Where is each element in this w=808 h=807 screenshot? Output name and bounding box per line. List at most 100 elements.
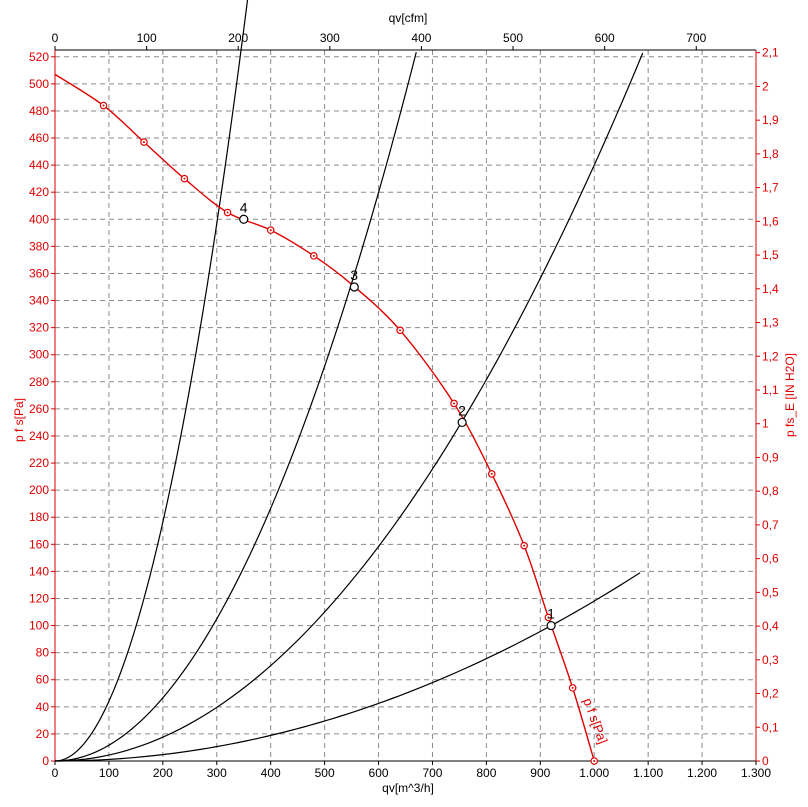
operating-point-label: 4: [240, 199, 248, 215]
bottom-tick-label: 500: [315, 766, 335, 780]
fan-curve-marker-dot: [183, 177, 186, 180]
top-tick-label: 200: [228, 31, 248, 45]
left-tick-label: 480: [29, 104, 49, 118]
top-tick-label: 600: [595, 31, 615, 45]
left-tick-label: 40: [36, 700, 50, 714]
left-tick-label: 360: [29, 266, 49, 280]
top-tick-label: 500: [503, 31, 523, 45]
right-tick-label: 0,6: [762, 552, 779, 566]
left-tick-label: 240: [29, 429, 49, 443]
operating-point-label: 1: [547, 606, 555, 622]
top-tick-label: 300: [320, 31, 340, 45]
right-tick-label: 0: [762, 754, 769, 768]
right-tick-label: 1,6: [762, 214, 779, 228]
right-tick-label: 1,9: [762, 113, 779, 127]
right-tick-label: 1,3: [762, 316, 779, 330]
left-tick-label: 20: [36, 727, 50, 741]
bottom-axis-ticks: 0 100 200 300 400 500 600 700 800 900 1.000 1.100 1.…: [52, 761, 771, 780]
fan-curve-line: [54, 73, 595, 762]
bottom-tick-label: 900: [530, 766, 550, 780]
fan-curve-marker-dot: [142, 141, 145, 144]
left-tick-label: 200: [29, 483, 49, 497]
right-tick-label: 1,7: [762, 181, 779, 195]
right-tick-label: 0,4: [762, 619, 779, 633]
right-tick-label: 1: [762, 417, 769, 431]
left-tick-label: 220: [29, 456, 49, 470]
right-tick-label: 0,8: [762, 484, 779, 498]
bottom-tick-label: 600: [369, 766, 389, 780]
right-tick-label: 1,1: [762, 383, 779, 397]
operating-point-label: 3: [350, 267, 358, 283]
system-curve-3: [54, 52, 644, 762]
left-tick-label: 500: [29, 77, 49, 91]
left-tick-label: 180: [29, 510, 49, 524]
left-tick-label: 340: [29, 294, 49, 308]
left-axis-ticks: 0 20 40 60 80 100 120 140 160 180 200 220 240 260 280 3…: [29, 50, 55, 768]
fan-curve-label: p f s[Pa]: [580, 696, 610, 746]
right-tick-label: 0,2: [762, 687, 779, 701]
operating-point-1: [546, 620, 556, 631]
left-tick-label: 520: [29, 50, 49, 64]
fan-curve: [54, 73, 599, 765]
right-axis-ticks: 0 0,1 0,2 0,3 0,4 0,5 0,6 0,7 0,8 0,9 1 1,1 1,2 1,3 1,…: [756, 46, 779, 768]
fan-curve-marker-dot: [226, 211, 229, 214]
plot-frame: [54, 49, 757, 762]
left-tick-label: 420: [29, 185, 49, 199]
fan-curve-marker-dot: [571, 686, 574, 689]
fan-curve-marker-dot: [490, 472, 493, 475]
fan-curve-marker-dot: [453, 402, 456, 405]
left-tick-label: 280: [29, 375, 49, 389]
bottom-tick-label: 200: [153, 766, 173, 780]
bottom-tick-label: 1.100: [633, 766, 663, 780]
top-axis-title: qv[cfm]: [389, 11, 428, 25]
right-tick-label: 0,5: [762, 585, 779, 599]
right-tick-label: 1,2: [762, 349, 779, 363]
left-tick-label: 460: [29, 131, 49, 145]
top-tick-label: 100: [137, 31, 157, 45]
operating-point-4: [239, 214, 249, 224]
left-tick-label: 80: [36, 646, 50, 660]
operating-points: 1 2 3 4: [239, 199, 556, 631]
bottom-tick-label: 700: [422, 766, 442, 780]
system-curve-2: [54, 51, 417, 762]
right-tick-label: 2: [762, 79, 769, 93]
operating-point-label: 2: [458, 402, 466, 418]
left-tick-label: 260: [29, 402, 49, 416]
operating-point-3: [349, 282, 359, 292]
left-tick-label: 140: [29, 564, 49, 578]
left-tick-label: 400: [29, 212, 49, 226]
right-tick-label: 1,4: [762, 282, 779, 296]
right-tick-label: 0,9: [762, 450, 779, 464]
left-tick-label: 160: [29, 537, 49, 551]
fan-curve-marker-dot: [523, 544, 526, 547]
fan-curve-marker-dot: [593, 760, 596, 762]
top-tick-label: 400: [411, 31, 431, 45]
right-tick-label: 0,3: [762, 653, 779, 667]
top-tick-label: 0: [52, 31, 59, 45]
bottom-tick-label: 1.300: [741, 766, 771, 780]
system-curves: [54, 0, 644, 762]
operating-point-2: [457, 417, 467, 428]
left-tick-label: 320: [29, 321, 49, 335]
bottom-tick-label: 400: [261, 766, 281, 780]
grid: [55, 50, 756, 761]
right-tick-label: 0,7: [762, 518, 779, 532]
left-tick-label: 120: [29, 591, 49, 605]
fan-curve-marker-dot: [312, 254, 315, 257]
fan-curve-marker-dot: [102, 104, 105, 107]
bottom-tick-label: 100: [99, 766, 119, 780]
left-axis-title: p f s[Pa]: [12, 398, 26, 442]
system-curve-4: [54, 572, 641, 762]
top-tick-label: 700: [686, 31, 706, 45]
left-tick-label: 0: [42, 754, 49, 768]
system-curve-1: [54, 0, 249, 762]
fan-curve-marker-dot: [269, 229, 272, 232]
bottom-tick-label: 300: [207, 766, 227, 780]
left-tick-label: 300: [29, 348, 49, 362]
left-tick-label: 100: [29, 619, 49, 633]
right-tick-label: 1,8: [762, 147, 779, 161]
top-axis-ticks: 0 100 200 300 400 500 600 700: [52, 31, 707, 50]
right-tick-label: 2,1: [762, 46, 779, 60]
fan-curve-marker-dot: [547, 616, 550, 619]
